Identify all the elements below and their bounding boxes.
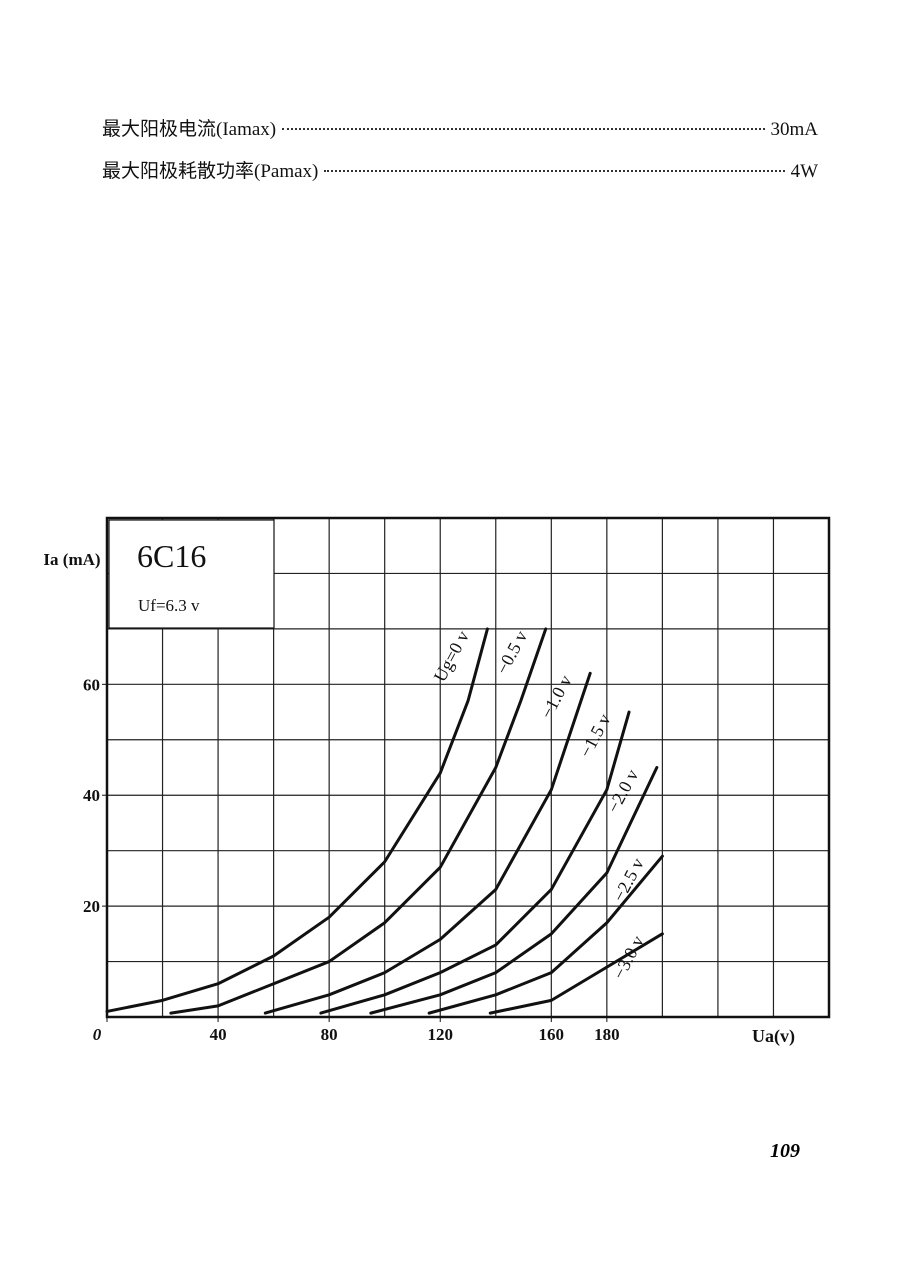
x-tick-label: 40 [210,1025,227,1044]
curve-label: −0.5 v [492,627,531,677]
curve [427,854,664,1015]
curve-label: −3.0 v [609,932,648,982]
curve [263,671,592,1015]
curve-label: −1.5 v [575,711,614,761]
title-box [108,519,275,629]
curve [369,766,659,1015]
curve-label: −1.0 v [536,672,575,722]
plot-frame [105,516,831,1019]
x-tick-label: 160 [539,1025,565,1044]
curve [488,932,664,1015]
chart-title: 6C16 [137,538,206,574]
leader [324,170,785,172]
curve-label: Ug=0 v [430,627,473,685]
y-tick-label: 60 [83,675,100,694]
curve [169,627,548,1015]
curve [105,627,489,1013]
chart-subtitle: Uf=6.3 v [138,596,200,615]
x-tick-label: 0 [93,1025,102,1044]
y-tick-label: 20 [83,897,100,916]
curve [319,710,631,1015]
spec-label: 最大阳极耗散功率(Pamax) [102,161,319,182]
x-axis-label: Ua(v) [752,1026,795,1047]
spec-value: 4W [790,161,818,182]
spec-value: 30mA [770,119,819,140]
chart: 6C16 Uf=6.3 v Ia (mA) Ua(v) 20 40 60 0 40 80 120 16… [43,516,831,1047]
x-tick-label: 180 [594,1025,620,1044]
y-axis-label: Ia (mA) [43,550,100,569]
x-tick-label: 120 [427,1025,453,1044]
page-number: 109 [770,1140,800,1162]
y-tick-label: 40 [83,786,100,805]
spec-row: 最大阳极电流(Iamax) 30mA [102,114,818,141]
x-tick-label: 80 [321,1025,338,1044]
spec-row: 最大阳极耗散功率(Pamax) 4W [102,156,818,183]
spec-label: 最大阳极电流(Iamax) [102,119,277,140]
leader [282,128,765,130]
